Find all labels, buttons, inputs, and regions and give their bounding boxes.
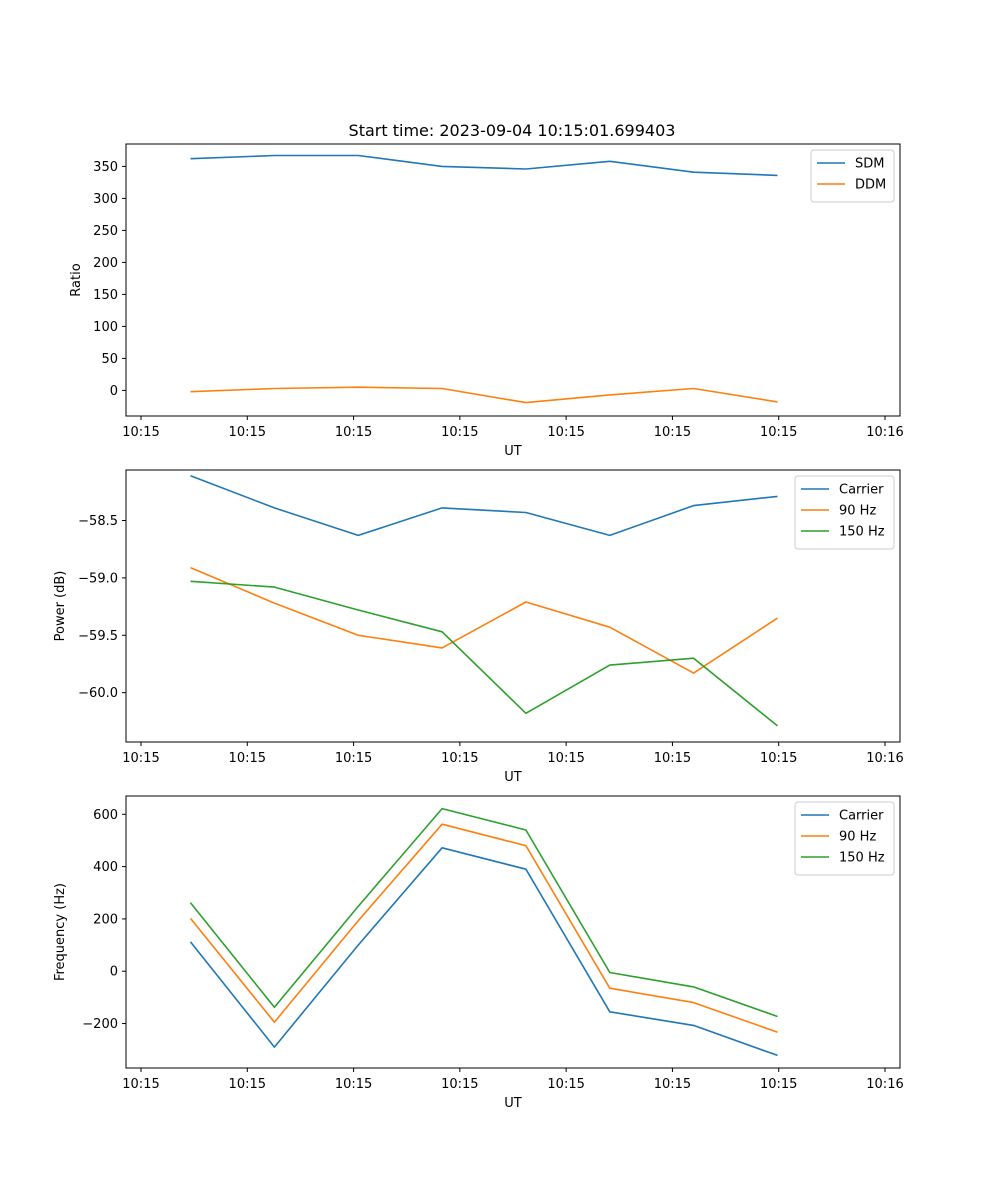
x-tick-label: 10:15 <box>122 1077 159 1092</box>
legend-entry-label: 90 Hz <box>839 504 876 519</box>
x-tick-label: 10:15 <box>335 751 372 766</box>
x-tick-label: 10:15 <box>441 1077 478 1092</box>
legend-entry-label: Carrier <box>839 483 884 498</box>
y-tick-label: 0 <box>110 965 118 980</box>
chart-panel-3: 10:15 10:15 10:15 10:15 10:15 10:15 10:15 10:16… <box>53 795 904 1111</box>
x-tick-label: 10:15 <box>441 751 478 766</box>
x-axis-label: UT <box>504 1096 522 1111</box>
x-axis-label: UT <box>504 770 522 785</box>
plot-frame <box>125 469 901 743</box>
y-tick-label: −58.5 <box>78 514 118 529</box>
x-tick-label: 10:15 <box>654 751 691 766</box>
x-tick-label: 10:15 <box>335 1077 372 1092</box>
x-tick-label: 10:16 <box>866 751 903 766</box>
x-tick-label: 10:15 <box>760 751 797 766</box>
series-line-150-hz <box>189 807 778 1018</box>
y-tick-label: 200 <box>93 912 118 927</box>
series-line-150-hz <box>190 580 779 727</box>
x-tick-label: 10:15 <box>229 425 266 440</box>
legend-entry-label: DDM <box>855 178 886 193</box>
legend-entry-label: 150 Hz <box>839 525 885 540</box>
x-tick-label: 10:16 <box>866 425 903 440</box>
chart-title: Start time: 2023-09-04 10:15:01.699403 <box>349 121 676 140</box>
y-axis-label: Frequency (Hz) <box>53 883 68 981</box>
series-line-ddm <box>190 386 778 404</box>
x-tick-label: 10:15 <box>654 425 691 440</box>
series-line-carrier <box>190 474 778 537</box>
y-tick-label: 200 <box>93 256 118 271</box>
y-tick-label: −59.5 <box>78 629 118 644</box>
series-line-sdm <box>190 154 778 177</box>
legend: Carrier 90 Hz 150 Hz <box>794 801 895 876</box>
x-tick-label: 10:15 <box>760 1077 797 1092</box>
plot-frame <box>125 795 901 1069</box>
x-tick-label: 10:15 <box>229 751 266 766</box>
x-axis-label: UT <box>504 444 522 459</box>
x-tick-label: 10:15 <box>760 425 797 440</box>
y-tick-label: 250 <box>93 224 118 239</box>
series-line-90-hz <box>190 566 778 674</box>
y-tick-label: 300 <box>93 192 118 207</box>
y-tick-label: 100 <box>93 320 118 335</box>
x-tick-label: 10:15 <box>654 1077 691 1092</box>
y-tick-label: −60.0 <box>78 686 118 701</box>
x-tick-label: 10:15 <box>547 1077 584 1092</box>
y-tick-label: 0 <box>110 384 118 399</box>
x-tick-label: 10:15 <box>335 425 372 440</box>
y-tick-label: 150 <box>93 288 118 303</box>
plot-frame <box>125 143 901 417</box>
series-line-carrier <box>189 846 778 1057</box>
legend-entry-label: 150 Hz <box>839 851 885 866</box>
chart-panels: 10:15 10:15 10:15 10:15 10:15 10:15 10:15 10:16… <box>53 143 904 1111</box>
x-tick-label: 10:15 <box>547 425 584 440</box>
x-tick-label: 10:15 <box>229 1077 266 1092</box>
legend-entry-label: SDM <box>855 157 884 172</box>
legend: Carrier 90 Hz 150 Hz <box>794 475 895 550</box>
y-tick-label: 400 <box>93 860 118 875</box>
chart-panel-1: 10:15 10:15 10:15 10:15 10:15 10:15 10:15 10:16… <box>69 143 904 459</box>
x-tick-label: 10:16 <box>866 1077 903 1092</box>
legend-entry-label: Carrier <box>839 809 884 824</box>
y-axis-label: Ratio <box>69 263 84 296</box>
x-tick-label: 10:15 <box>122 425 159 440</box>
series-line-90-hz <box>189 823 778 1033</box>
y-tick-label: 350 <box>93 160 118 175</box>
y-axis-label: Power (dB) <box>53 571 68 642</box>
legend-entry-label: 90 Hz <box>839 830 876 845</box>
chart-panel-2: 10:15 10:15 10:15 10:15 10:15 10:15 10:15 10:16… <box>53 469 904 785</box>
y-tick-label: 600 <box>93 808 118 823</box>
x-tick-label: 10:15 <box>122 751 159 766</box>
y-tick-label: −200 <box>82 1017 118 1032</box>
x-tick-label: 10:15 <box>441 425 478 440</box>
y-tick-label: −59.0 <box>78 571 118 586</box>
x-tick-label: 10:15 <box>547 751 584 766</box>
legend: SDM DDM <box>810 149 895 203</box>
y-tick-label: 50 <box>101 352 118 367</box>
